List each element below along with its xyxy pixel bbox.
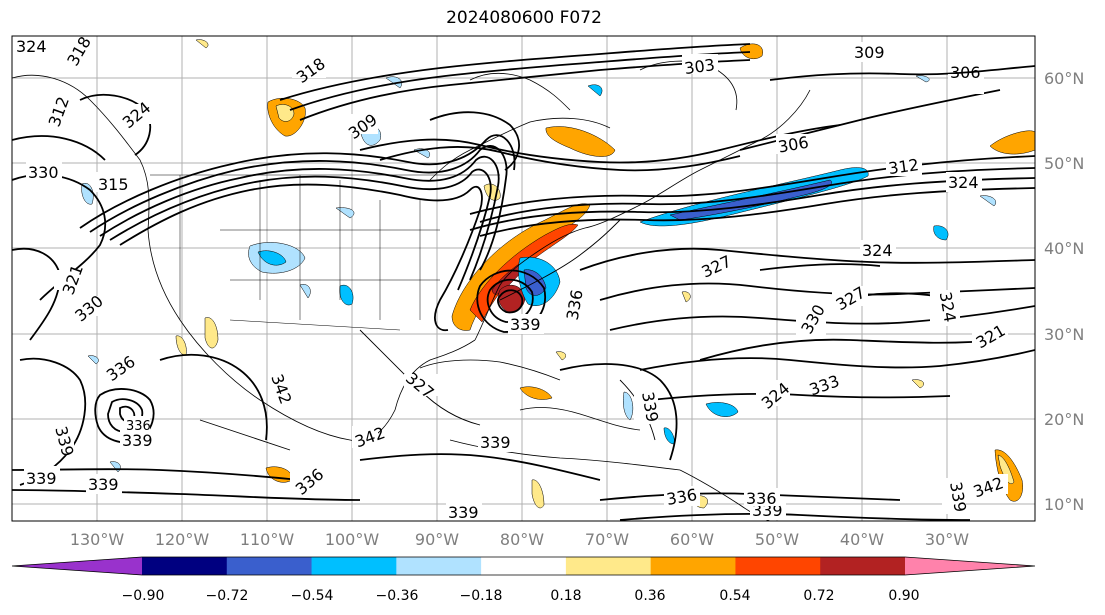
contour-label: 339 [88,475,119,494]
contour-label: 309 [854,43,885,62]
longitude-label: 50°W [755,530,799,549]
colorbar-tick-label: −0.18 [460,588,503,604]
colorbar-bin [142,557,228,575]
latitude-label: 40°N [1044,239,1084,258]
longitude-label: 90°W [415,530,459,549]
colorbar-tick-label: 0.36 [634,588,665,604]
contour-label: 306 [950,63,981,82]
colorbar-tick-label: 0.54 [719,588,750,604]
colorbar-bin [311,557,397,575]
colorbar-bin [565,557,652,575]
longitude-label: 60°W [670,530,714,549]
colorbar-extension-high [905,557,1035,575]
longitude-label: 130°W [70,530,125,549]
colorbar-tick-label: 0.72 [803,588,834,604]
colorbar-bin [735,557,821,575]
colorbar-tick-label: −0.36 [376,588,419,604]
latitude-label: 10°N [1044,495,1084,514]
colorbar-bin [396,557,482,575]
longitude-label: 120°W [155,530,210,549]
longitude-label: 70°W [585,530,629,549]
contour-label: 324 [862,241,893,260]
longitude-label: 80°W [500,530,544,549]
map-frame [11,35,1036,522]
latitude-label: 50°N [1044,154,1084,173]
contour-label: 339 [122,431,153,450]
map-title: 2024080600 F072 [446,8,602,28]
shading-positive [175,39,1035,509]
map-plot-area: 324 318 312 324 318 309 303 309 306 330 … [12,36,1035,522]
longitude-label: 100°W [325,530,380,549]
contour-label: 324 [16,37,47,56]
latitude-label: 30°N [1044,325,1084,344]
colorbar-tick-label: 0.18 [550,588,581,604]
colorbar [11,556,1036,576]
contour-label: 339 [26,469,57,488]
contour-label: 339 [480,433,511,452]
colorbar-bin [820,557,906,575]
latitude-label: 20°N [1044,410,1084,429]
contour-label: 324 [948,173,979,192]
contour-label: 339 [448,503,479,522]
colorbar-tick-label: −0.90 [122,588,165,604]
longitude-labels: 130°W 120°W 110°W 100°W 90°W 80°W 70°W 6… [70,530,969,549]
colorbar-labels: −0.90 −0.72 −0.54 −0.36 −0.18 0.18 0.36 … [122,588,920,604]
contour-label: 330 [28,163,59,182]
colorbar-bin [650,557,736,575]
longitude-label: 30°W [925,530,969,549]
contour-label: 336 [746,489,777,508]
colorbar-tick-label: −0.54 [291,588,334,604]
contour-label: 339 [510,315,541,334]
contour-label: 315 [98,175,129,194]
longitude-label: 110°W [240,530,295,549]
latitude-labels: 60°N 50°N 40°N 30°N 20°N 10°N [1044,69,1084,514]
contour-label: 303 [683,55,716,78]
contour-label: 312 [887,155,920,178]
longitude-label: 40°W [840,530,884,549]
contour-label: 336 [126,419,151,434]
colorbar-tick-label: −0.72 [206,588,249,604]
latitude-label: 60°N [1044,69,1084,88]
colorbar-bin [226,557,313,575]
colorbar-bin [481,557,567,575]
political-borders [150,174,500,331]
colorbar-extension-low [12,557,142,575]
coastlines [12,60,811,521]
colorbar-outline [11,556,1036,576]
colorbar-tick-label: 0.90 [888,588,919,604]
